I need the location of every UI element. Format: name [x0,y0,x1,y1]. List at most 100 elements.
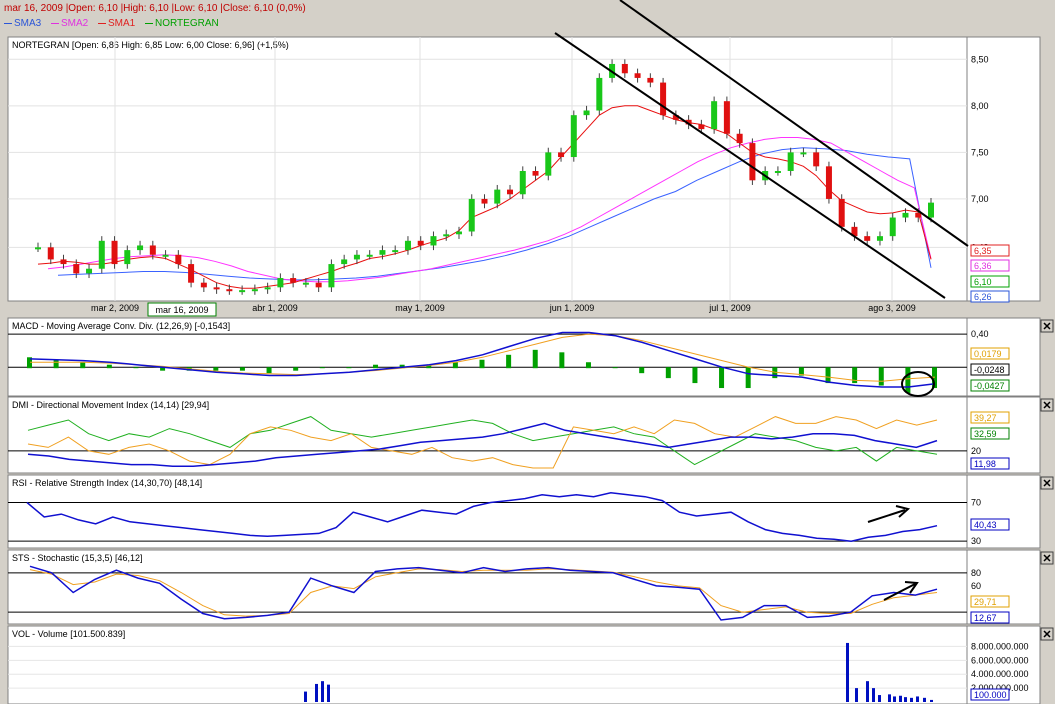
price-value-label: 6,36 [974,261,992,271]
dmi-y-tick: 20 [971,446,981,456]
candle-body [647,77,654,83]
sts-y-tick: 80 [971,568,981,578]
adx-line [27,422,938,468]
macd-histogram-bar [452,362,458,369]
close-panel-button[interactable] [1040,627,1054,641]
sts-value-label: 12,67 [974,613,997,623]
macd-value-label: 0,0179 [974,349,1002,359]
volume-bar [846,642,849,702]
arrow-head-icon [895,505,911,518]
macd-histogram-bar [106,364,112,369]
top-header: mar 16, 2009 |Open: 6,10 |High: 6,10 |Lo… [0,0,1055,34]
channel-line-lower [554,32,946,299]
close-panel-button[interactable] [1040,398,1054,412]
price-x-tick: abr 1, 2009 [252,303,298,313]
close-panel-button[interactable] [1040,319,1054,333]
rsi-y-tick: 30 [971,536,981,546]
vol-value-box [970,688,1010,701]
macd-histogram-bar [160,367,166,371]
macd-histogram-bar [665,367,671,379]
volume-bar [930,699,933,702]
panel-3-axis [966,474,1041,549]
rsi-value-box [970,518,1010,531]
candle-body [430,236,437,246]
legend-swatch [51,22,59,24]
macd-histogram-bar [80,362,86,369]
candle-body [379,250,386,255]
candle-body [353,254,360,260]
close-panel-button[interactable] [1040,551,1054,565]
macd-histogram-bar [213,367,219,371]
macd-histogram-bar [692,367,698,384]
macd-histogram-bar [373,364,379,369]
sts-value-label: 29,71 [974,597,997,607]
price-value-label: 6,10 [974,277,992,287]
macd-histogram-bar [798,367,804,376]
volume-bar [899,695,902,702]
panel-title: RSI - Relative Strength Index (14,30,70)… [12,478,202,488]
macd-value-box [970,363,1010,376]
candle-body [86,268,93,274]
price-value-box [970,259,1010,272]
macd-value-box [970,347,1010,360]
channel-line-upper [619,0,969,247]
candle-body [417,240,424,246]
macd-histogram-bar [399,364,405,369]
macd-histogram-bar [293,367,299,371]
legend-label: SMA2 [61,18,89,29]
dmi-minus-line [27,416,938,469]
candle-body [35,247,41,250]
dmi-value-label: 32,59 [974,429,997,439]
legend-label: SMA3 [14,18,42,29]
candle-body [928,202,934,218]
close-panel-button[interactable] [1040,476,1054,490]
vol-y-tick: 8.000.000.000 [971,641,1029,651]
macd-histogram-bar [27,357,32,369]
candle-body [915,212,922,218]
macd-value-label: -0,0427 [974,381,1005,391]
panel-title: VOL - Volume [101.500.839] [12,629,125,639]
legend-label: SMA1 [108,18,136,29]
candle-body [162,254,169,257]
legend-item-sma3: SMA3 [4,18,41,29]
macd-histogram-bar [266,367,272,374]
candle-body [264,287,271,290]
ohlc-info-line: mar 16, 2009 |Open: 6,10 |High: 6,10 |Lo… [4,3,306,14]
legend-swatch [145,22,153,24]
sts-value-box [970,595,1010,608]
close-icon [1043,401,1051,409]
vol-y-tick: 4.000.000.000 [971,669,1029,679]
candle-body [98,240,105,269]
panel-0-frame [7,36,968,302]
candle-body [366,254,373,257]
volume-bar [893,696,896,702]
macd-histogram-bar [426,364,432,369]
legend-swatch [98,22,106,24]
macd-histogram-bar [53,359,59,369]
candle-body [315,282,322,288]
candle-body [698,124,705,130]
dmi-value-box [970,427,1010,440]
price-x-tick: ago 3, 2009 [868,303,916,313]
price-y-tick: 8,50 [971,54,989,64]
candle-body [889,217,896,237]
candle-body [787,152,794,171]
candle-body [825,166,832,199]
macd-histogram-bar [319,367,325,369]
candle-body [290,278,297,283]
dmi-plus-line [27,416,938,466]
volume-bar [923,697,926,702]
candle-body [251,289,258,292]
macd-histogram-bar [479,359,485,369]
close-icon [1043,479,1051,487]
vol-value-label: 100.000 [974,690,1007,700]
sma2-line [47,137,932,283]
candle-body [749,143,756,181]
sma1-line [37,105,932,289]
cursor-date-label: mar 16, 2009 [155,305,208,315]
volume-bar [878,695,881,702]
candle-body [111,240,118,265]
legend-item-sma1: SMA1 [98,18,135,29]
sts-trend-arrow [883,583,916,601]
volume-bar [866,681,869,702]
